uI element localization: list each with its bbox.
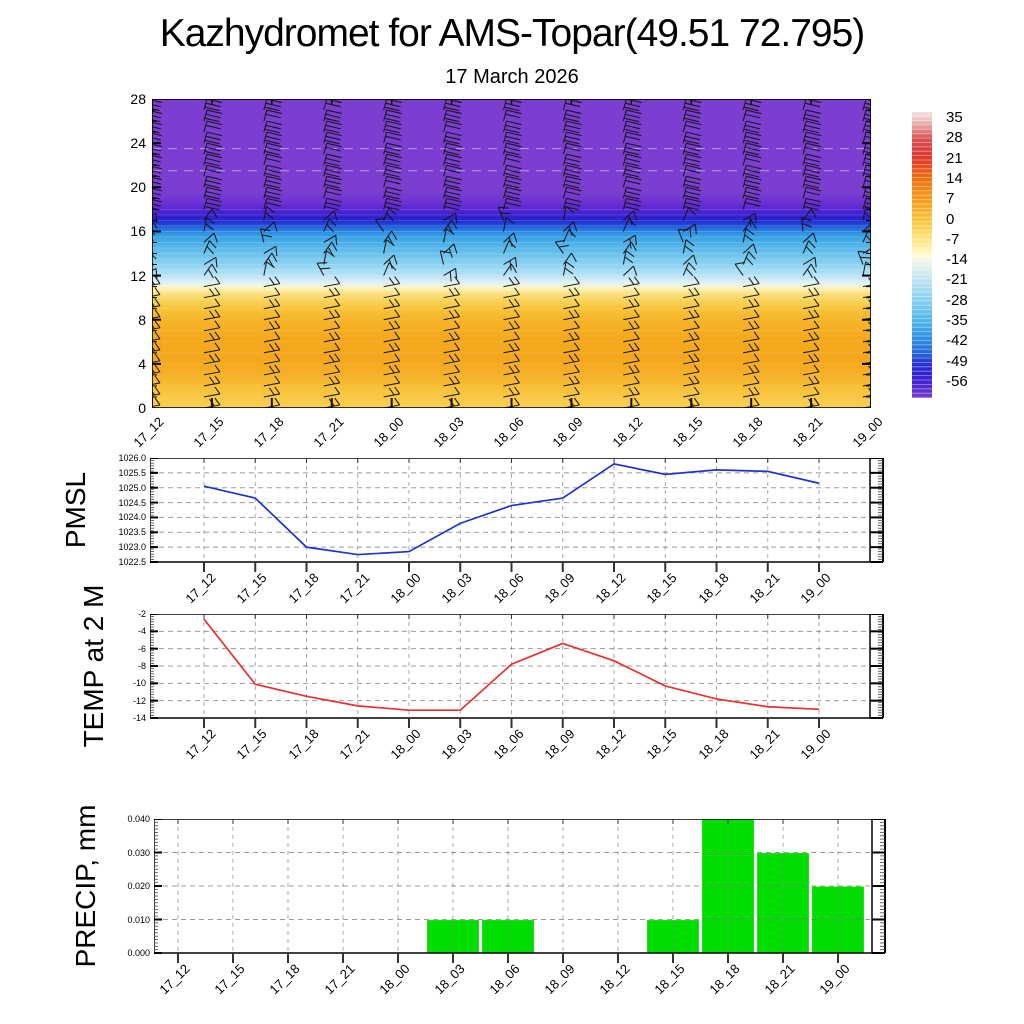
time-tick-label: 18_21: [789, 414, 826, 451]
height-tick-label: 4: [138, 355, 146, 372]
time-tick-label: 19_00: [849, 414, 886, 451]
value-tick-label: -2: [137, 609, 146, 619]
time-tick-label: 17_12: [130, 414, 167, 451]
value-tick-label: -4: [137, 626, 146, 637]
value-tick-label: -10: [132, 678, 146, 689]
time-tick-label: 18_00: [370, 414, 407, 451]
time-tick-label: 18_06: [489, 414, 527, 451]
temp-at-2-m-chart: [150, 614, 884, 728]
height-tick-label: 20: [130, 179, 146, 196]
precip-panel: [154, 819, 890, 967]
value-tick-label: 1025.0: [118, 482, 146, 493]
colorbar: [912, 112, 932, 398]
value-tick-label: 0.010: [127, 914, 150, 925]
colorbar-tick-label: -49: [946, 352, 968, 370]
value-tick-label: 1025.5: [118, 467, 146, 478]
colorbar-gradient: [912, 112, 932, 398]
time-tick-label: 18_03: [430, 414, 467, 451]
colorbar-tick-label: 21: [946, 149, 963, 167]
height-tick-label: 0: [138, 400, 146, 416]
value-tick-label: 0.020: [127, 881, 150, 891]
value-tick-label: -6: [137, 643, 146, 654]
value-tick-label: 1024.0: [118, 512, 146, 523]
colorbar-tick-label: -35: [946, 312, 968, 329]
time-tick-label: 18_09: [549, 414, 587, 451]
value-tick-label: -12: [132, 695, 146, 706]
value-tick-label: 1022.5: [118, 557, 146, 567]
cross-section-panel: [152, 99, 871, 408]
colorbar-tick-label: -56: [946, 372, 968, 390]
colorbar-tick-label: 35: [946, 109, 963, 126]
colorbar-tick-label: 28: [946, 129, 963, 147]
value-tick-label: 0.030: [127, 847, 150, 858]
height-tick-label: 16: [130, 223, 146, 240]
time-tick-label: 18_18: [729, 414, 766, 451]
page-title: Kazhydromet for AMS-Topar(49.51 72.795): [159, 12, 866, 55]
height-tick-label: 8: [138, 311, 146, 328]
time-tick-label: 18_12: [609, 414, 646, 451]
height-tick-label: 24: [130, 135, 146, 152]
pmsl-chart: [150, 458, 884, 572]
time-tick-label: 17_21: [310, 414, 347, 451]
value-tick-label: 1023.0: [118, 542, 146, 553]
time-tick-label: 17_18: [250, 414, 287, 451]
value-tick-label: -8: [137, 661, 146, 671]
value-tick-label: 1024.5: [118, 497, 146, 508]
height-tick-label: 28: [130, 91, 146, 107]
value-tick-label: 1026.0: [118, 453, 146, 463]
value-tick-label: 1023.5: [118, 527, 146, 538]
colorbar-tick-label: -21: [946, 271, 968, 289]
colorbar-tick-label: -42: [946, 332, 968, 350]
colorbar-tick-label: 14: [946, 169, 963, 187]
colorbar-tick-label: 0: [946, 210, 955, 228]
cross-section-chart: [152, 99, 871, 408]
colorbar-tick-label: -14: [946, 251, 968, 269]
value-tick-label: 0.000: [127, 948, 150, 958]
date-subtitle: 17 March 2026: [445, 66, 579, 88]
value-tick-label: -14: [132, 713, 146, 723]
colorbar-tick-label: 7: [946, 190, 955, 208]
pmsl-panel: [150, 458, 888, 576]
time-tick-label: 18_15: [669, 414, 706, 451]
time-tick-label: 17_15: [190, 414, 227, 451]
temp-panel: [150, 614, 888, 732]
colorbar-tick-label: -28: [946, 291, 968, 309]
colorbar-tick-label: -7: [946, 230, 960, 248]
precip-mm-chart: [154, 819, 886, 963]
height-tick-label: 12: [130, 267, 146, 284]
value-tick-label: 0.040: [127, 814, 150, 824]
